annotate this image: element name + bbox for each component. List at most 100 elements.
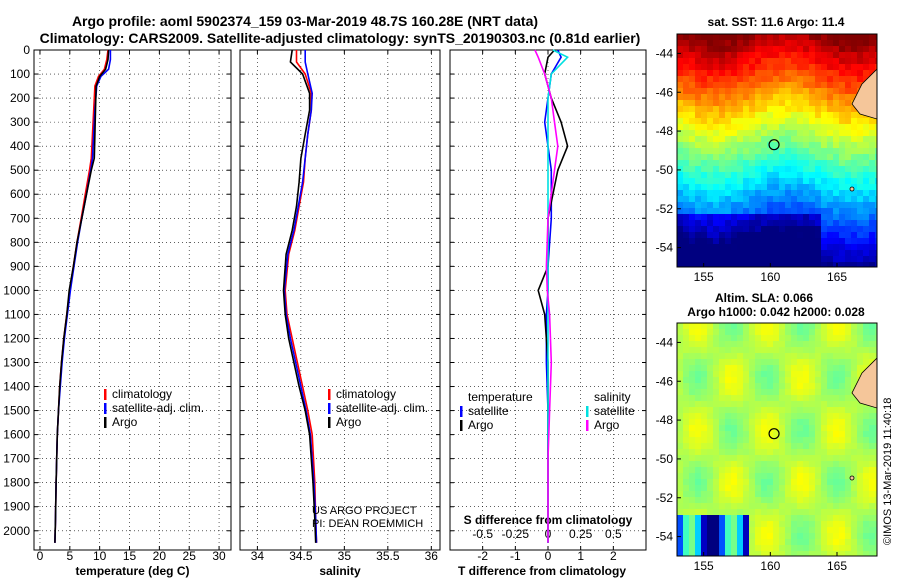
sst-map-cell	[869, 250, 876, 257]
sla-map-cell	[773, 479, 780, 486]
sla-map-cell	[743, 539, 750, 546]
sst-map-cell	[785, 118, 792, 125]
sst-map-cell	[743, 232, 750, 239]
sst-map-cell	[761, 118, 768, 125]
sla-map-cell	[809, 413, 816, 420]
sst-map-cell	[785, 40, 792, 47]
sst-map-cell	[827, 64, 834, 71]
sla-map-cell	[719, 425, 726, 432]
sla-map-cell	[845, 497, 852, 504]
sla-map-cell	[767, 365, 774, 372]
sst-map-cell	[785, 154, 792, 161]
sla-map-cell	[845, 353, 852, 360]
sla-map-cell	[827, 383, 834, 390]
sla-map-cell	[701, 359, 708, 366]
sla-map-cell	[845, 437, 852, 444]
sla-map-cell	[833, 419, 840, 426]
sst-map-cell	[797, 178, 804, 185]
sla-map-cell	[719, 413, 726, 420]
sst-map-cell	[701, 154, 708, 161]
sla-map-cell	[845, 551, 852, 556]
sst-map-cell	[695, 118, 702, 125]
sst-map-cell	[851, 64, 858, 71]
sst-map-cell	[767, 40, 774, 47]
sla-map-cell	[761, 527, 768, 534]
sst-map-cell	[833, 94, 840, 101]
sla-map-cell	[827, 497, 834, 504]
sla-map-cell	[869, 503, 876, 510]
sla-map-cell	[737, 497, 744, 504]
sla-map-cell	[743, 491, 750, 498]
sst-map-cell	[731, 70, 738, 77]
sst-map-cell	[833, 154, 840, 161]
sla-map-cell	[785, 521, 792, 528]
sla-map-cell	[695, 473, 702, 480]
sla-map-cell	[827, 527, 834, 534]
sla-map-cell	[689, 461, 696, 468]
land-shape	[851, 68, 877, 120]
sla-map-cell	[689, 413, 696, 420]
sst-map-cell	[809, 118, 816, 125]
sst-map-cell	[821, 76, 828, 83]
sst-map-cell	[737, 46, 744, 53]
sst-map-cell	[827, 46, 834, 53]
sst-map-cell	[857, 52, 864, 59]
sla-map-cell	[713, 413, 720, 420]
sst-map-cell	[767, 244, 774, 251]
sla-map-cell	[731, 425, 738, 432]
sla-map-cell	[731, 407, 738, 414]
sla-map-cell	[755, 407, 762, 414]
sst-map-cell	[785, 124, 792, 131]
sla-map-cell	[827, 485, 834, 492]
sla-map-cell	[737, 425, 744, 432]
sla-map-cell	[791, 515, 798, 522]
sla-map-cell	[791, 461, 798, 468]
sla-map-cell	[791, 545, 798, 552]
sst-map-cell	[785, 52, 792, 59]
sst-map-cell	[719, 130, 726, 137]
sst-map-cell	[773, 118, 780, 125]
sst-map-cell	[767, 124, 774, 131]
sst-map-cell	[701, 52, 708, 59]
sla-map-cell	[707, 371, 714, 378]
sla-map-cell	[797, 533, 804, 540]
sst-map-cell	[761, 130, 768, 137]
sla-map-cell	[833, 377, 840, 384]
sla-map-cell	[869, 323, 876, 330]
sla-map-cell	[701, 515, 708, 522]
sla-map-cell	[863, 455, 870, 462]
sst-map-cell	[731, 256, 738, 263]
sst-map-cell	[713, 250, 720, 257]
sla-map-cell	[683, 455, 690, 462]
sst-map-cell	[863, 172, 870, 179]
sla-map-cell	[791, 437, 798, 444]
sst-map-cell	[845, 172, 852, 179]
sla-map-cell	[863, 347, 870, 354]
sst-map-cell	[677, 166, 684, 173]
sst-map-cell	[755, 112, 762, 119]
sla-map-cell	[821, 395, 828, 402]
sst-map-cell	[695, 256, 702, 263]
sst-map-cell	[773, 220, 780, 227]
sst-map-cell	[833, 190, 840, 197]
sla-map-cell	[725, 503, 732, 510]
sla-map-cell	[821, 365, 828, 372]
sst-map-cell	[779, 226, 786, 233]
sst-map-cell	[815, 244, 822, 251]
sla-map-cell	[833, 437, 840, 444]
sla-map-cell	[719, 551, 726, 556]
sst-map-cell	[869, 190, 876, 197]
sst-map-cell	[821, 34, 828, 41]
sst-map-cell	[875, 136, 877, 143]
sst-map-cell	[677, 118, 684, 125]
sst-map-cell	[797, 148, 804, 155]
y-tick-label: 300	[10, 115, 30, 129]
sst-map-cell	[839, 184, 846, 191]
sla-map-cell	[677, 365, 684, 372]
sla-map-cell	[713, 455, 720, 462]
sla-map-cell	[719, 395, 726, 402]
sla-map-cell	[773, 533, 780, 540]
sst-map-cell	[851, 262, 858, 267]
sst-map-cell	[785, 148, 792, 155]
sla-map-cell	[761, 341, 768, 348]
